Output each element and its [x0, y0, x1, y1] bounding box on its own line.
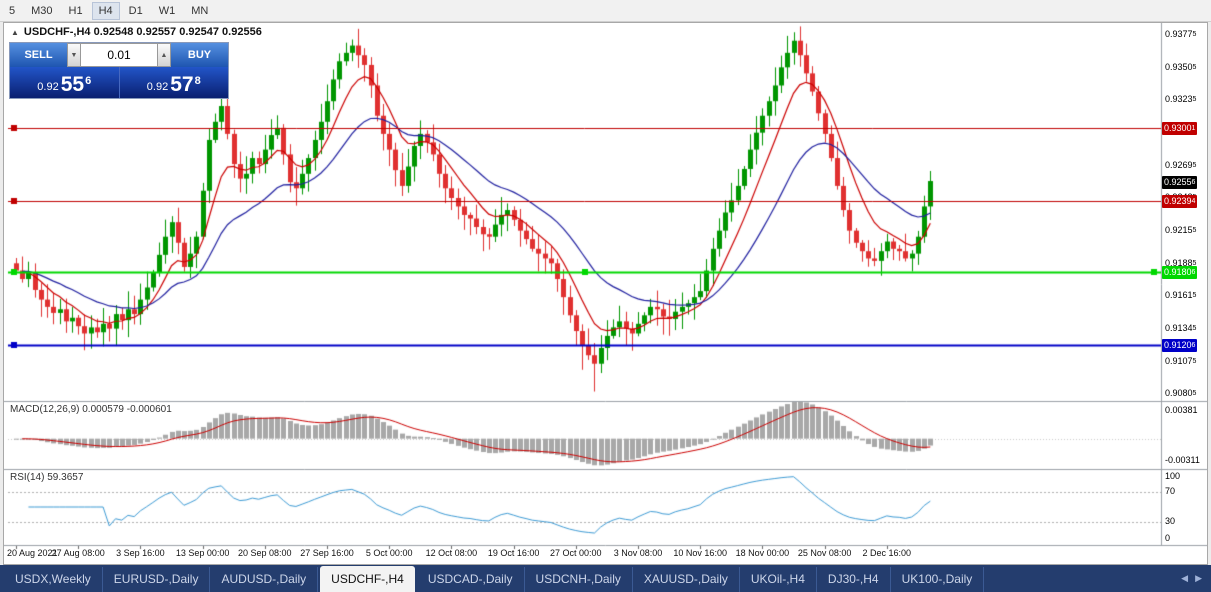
- chart-tab-xauusd-daily[interactable]: XAUUSD-,Daily: [633, 567, 740, 592]
- price-tick-label: 0.93235: [1165, 94, 1197, 105]
- chart-tabs: USDX,Weekly EURUSD-,Daily AUDUSD-,Daily USD…: [0, 565, 1181, 592]
- time-axis-label: 13 Sep 00:00: [175, 548, 230, 558]
- time-axis-label: 2 Dec 16:00: [862, 548, 912, 558]
- price-tick-label: 0.91885: [1165, 257, 1197, 268]
- hline-price-label: 0.91806: [1162, 266, 1198, 280]
- chart-tab-usdcad-daily[interactable]: USDCAD-,Daily: [417, 567, 525, 592]
- price-chart-canvas[interactable]: [4, 23, 1207, 564]
- time-axis-label: 27 Aug 08:00: [51, 548, 105, 558]
- chart-tab-usdx-weekly[interactable]: USDX,Weekly: [4, 567, 103, 592]
- rsi-axis-label: 30: [1165, 515, 1176, 526]
- macd-indicator-label: MACD(12,26,9) 0.000579 -0.000601: [10, 404, 172, 415]
- time-axis-label: 5 Oct 00:00: [365, 548, 413, 558]
- timeframe-button-5[interactable]: 5: [2, 2, 22, 20]
- price-tick-label: 0.92155: [1165, 225, 1197, 236]
- price-axis[interactable]: 0.937750.935050.932350.929650.926950.924…: [1162, 23, 1207, 545]
- hline-price-label: 0.92394: [1162, 195, 1198, 209]
- chart-tab-uk100-daily[interactable]: UK100-,Daily: [891, 567, 985, 592]
- tabs-scroll-right-icon[interactable]: ▶: [1195, 573, 1202, 583]
- time-axis-label: 3 Sep 16:00: [116, 548, 165, 558]
- timeframe-button-h4[interactable]: H4: [91, 1, 120, 20]
- time-axis-label: 3 Nov 08:00: [613, 548, 663, 558]
- price-tick-label: 0.93775: [1165, 29, 1197, 40]
- rsi-indicator-label: RSI(14) 59.3657: [10, 472, 84, 483]
- current-price-label: 0.92556: [1162, 175, 1198, 189]
- price-tick-label: 0.91345: [1165, 323, 1197, 334]
- lot-increase-button[interactable]: ▲: [157, 43, 171, 67]
- sell-price-prefix: 0.92: [37, 81, 59, 93]
- macd-axis-label: -0.00311: [1165, 455, 1200, 466]
- price-tick-label: 0.91075: [1165, 355, 1197, 366]
- sell-price-pip: 6: [85, 75, 92, 87]
- time-axis-label: 27 Oct 00:00: [550, 548, 602, 558]
- lot-size-input[interactable]: [81, 43, 157, 67]
- one-click-price-row: 0.92 55 6 0.92 57 8: [10, 67, 228, 98]
- tabs-scroll-left-icon[interactable]: ◀: [1181, 573, 1189, 583]
- tabs-scroll-controls: ◀ ▶: [1181, 573, 1211, 592]
- sell-price-display[interactable]: 0.92 55 6: [10, 67, 119, 98]
- chart-window: ▲ USDCHF-,H4 0.92548 0.92557 0.92547 0.9…: [3, 22, 1208, 565]
- price-tick-label: 0.90805: [1165, 388, 1197, 399]
- timeframe-button-m30[interactable]: M30: [24, 2, 59, 20]
- timeframe-button-d1[interactable]: D1: [122, 2, 150, 20]
- time-axis-label: 20 Sep 08:00: [238, 548, 292, 558]
- rsi-axis-label: 70: [1165, 486, 1176, 497]
- chart-tab-eurusd-daily[interactable]: EURUSD-,Daily: [103, 567, 211, 592]
- time-axis[interactable]: 20 Aug 2021 27 Aug 08:00 3 Sep 16:00 13 Sep…: [4, 547, 1161, 563]
- rsi-axis-label: 0: [1165, 533, 1171, 543]
- chart-title: USDCHF-,H4 0.92548 0.92557 0.92547 0.925…: [23, 26, 262, 38]
- time-axis-label: 20 Aug 2021: [7, 548, 58, 558]
- timeframe-button-mn[interactable]: MN: [184, 2, 215, 20]
- time-axis-label: 18 Nov 00:00: [735, 548, 790, 558]
- timeframe-toolbar: 5 M30 H1 H4 D1 W1 MN: [0, 0, 1211, 22]
- buy-price-big: 57: [170, 73, 194, 96]
- lot-decrease-button[interactable]: ▼: [67, 43, 81, 67]
- buy-price-display[interactable]: 0.92 57 8: [118, 67, 229, 98]
- chart-tab-usdcnh-daily[interactable]: USDCNH-,Daily: [525, 567, 633, 592]
- macd-axis-label: 0.00381: [1165, 404, 1198, 415]
- timeframe-button-h1[interactable]: H1: [62, 2, 90, 20]
- chart-tab-dj30-h4[interactable]: DJ30-,H4: [817, 567, 891, 592]
- chart-tab-usdchf-h4[interactable]: USDCHF-,H4: [320, 566, 415, 592]
- time-axis-label: 27 Sep 16:00: [300, 548, 354, 558]
- timeframe-button-w1[interactable]: W1: [152, 2, 183, 20]
- buy-button[interactable]: BUY: [171, 43, 228, 67]
- one-click-collapse-icon[interactable]: ▲: [11, 27, 19, 37]
- price-tick-label: 0.91615: [1165, 290, 1197, 301]
- chart-title-row: ▲ USDCHF-,H4 0.92548 0.92557 0.92547 0.9…: [11, 26, 262, 38]
- one-click-order-row: SELL ▼ ▲ BUY: [10, 43, 228, 67]
- buy-price-pip: 8: [194, 75, 201, 87]
- sell-price-big: 55: [60, 73, 85, 96]
- rsi-axis-label: 100: [1165, 471, 1181, 481]
- time-axis-label: 19 Oct 16:00: [487, 548, 540, 558]
- time-axis-label: 12 Oct 08:00: [425, 548, 478, 558]
- chart-tab-ukoil-h4[interactable]: UKOil-,H4: [740, 567, 817, 592]
- price-tick-label: 0.93505: [1165, 61, 1197, 72]
- time-axis-label: 25 Nov 08:00: [797, 548, 852, 558]
- hline-price-label: 0.91206: [1162, 338, 1198, 352]
- buy-price-prefix: 0.92: [146, 81, 169, 93]
- price-tick-label: 0.92695: [1165, 159, 1197, 170]
- chart-tab-audusd-daily[interactable]: AUDUSD-,Daily: [210, 567, 319, 592]
- hline-price-label: 0.93001: [1162, 121, 1198, 135]
- time-axis-label: 10 Nov 16:00: [673, 548, 727, 558]
- sell-button[interactable]: SELL: [10, 43, 67, 67]
- chart-tab-bar: USDX,Weekly EURUSD-,Daily AUDUSD-,Daily USD…: [0, 565, 1211, 592]
